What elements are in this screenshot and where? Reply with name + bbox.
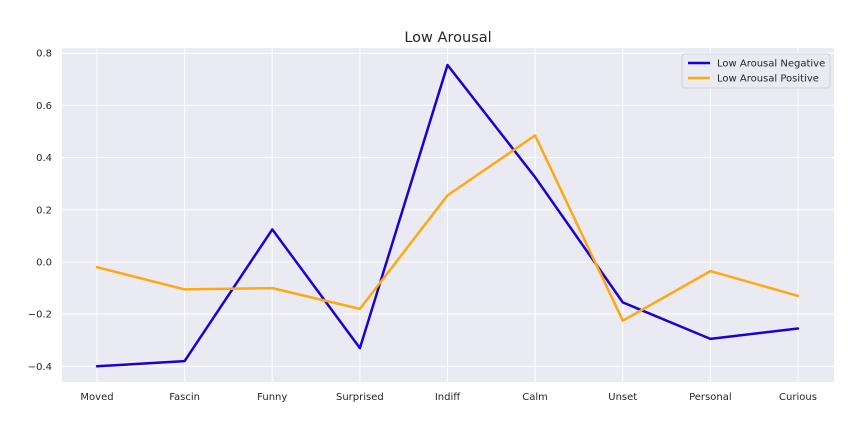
x-tick-label: Indiff	[435, 392, 461, 403]
x-tick-label: Personal	[689, 392, 732, 403]
legend-label: Low Arousal Positive	[717, 74, 819, 85]
y-tick-label: −0.4	[28, 362, 52, 373]
x-tick-label: Calm	[522, 392, 548, 403]
x-tick-label: Unset	[608, 392, 637, 403]
y-tick-label: 0.2	[36, 205, 52, 216]
y-tick-label: 0.6	[36, 101, 52, 112]
x-tick-label: Curious	[779, 392, 817, 403]
grid-lines	[62, 48, 834, 382]
x-tick-label: Fascin	[169, 392, 200, 403]
y-tick-label: 0.0	[36, 257, 52, 268]
y-axis-tick-labels: −0.4 −0.2 0.0 0.2 0.4 0.6 0.8	[28, 49, 52, 373]
y-tick-label: −0.2	[28, 310, 52, 321]
series-lines	[95, 63, 800, 368]
x-tick-label: Surprised	[336, 392, 384, 403]
x-tick-label: Funny	[257, 392, 287, 403]
legend: Low Arousal Negative Low Arousal Positive	[681, 53, 831, 89]
series-line-0	[95, 63, 800, 368]
series-line-1	[95, 134, 800, 322]
x-axis-tick-labels: Moved Fascin Funny Surprised Indiff Calm Unset…	[80, 392, 817, 403]
legend-label: Low Arousal Negative	[717, 59, 825, 70]
x-tick-label: Moved	[80, 392, 113, 403]
legend-frame	[681, 53, 831, 89]
y-tick-label: 0.8	[36, 49, 52, 60]
y-tick-label: 0.4	[36, 153, 52, 164]
chart-title: Low Arousal	[404, 30, 491, 46]
